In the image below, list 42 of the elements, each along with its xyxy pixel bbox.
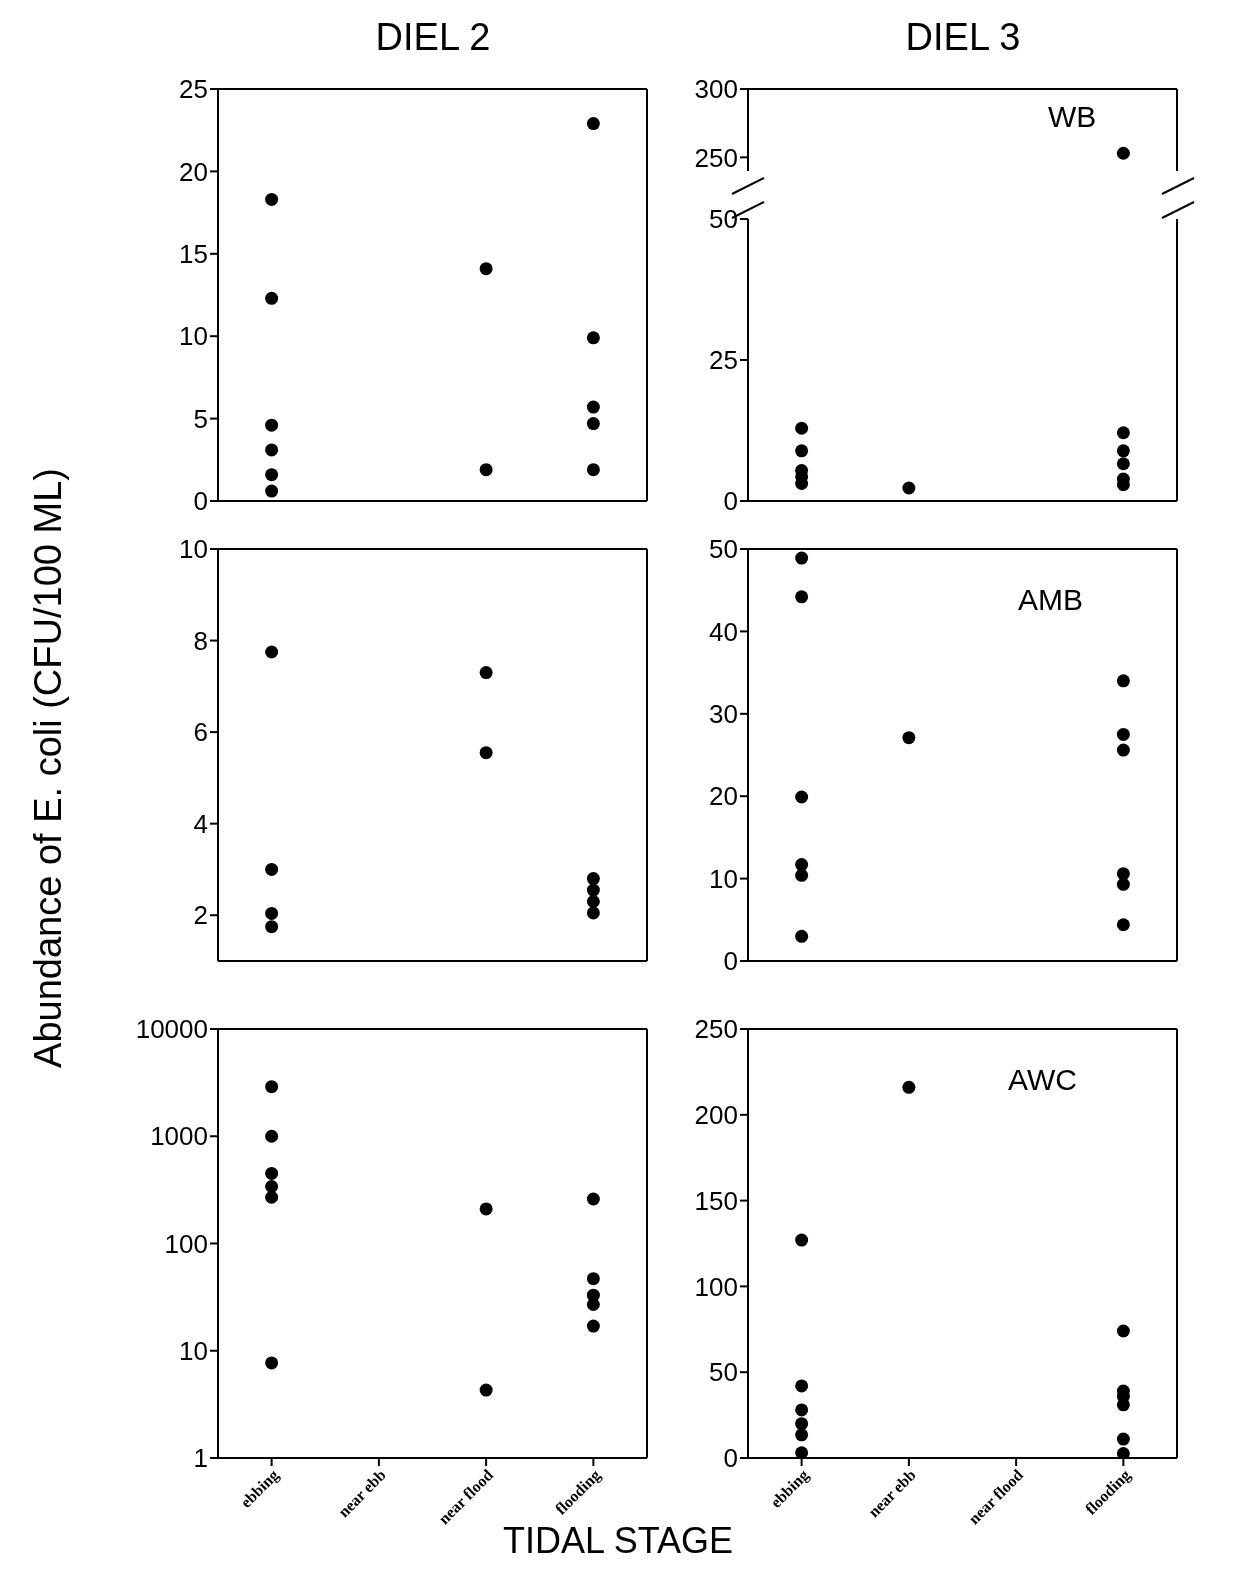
- y-tick-label: 1: [193, 1443, 208, 1474]
- y-tick-label: 25: [179, 74, 208, 105]
- y-tick-label: 30: [709, 699, 738, 730]
- y-tick-label: 4: [193, 808, 208, 839]
- y-tick-label: 250: [694, 142, 738, 173]
- y-tick-label: 2: [193, 900, 208, 931]
- y-tick-label: 25: [709, 345, 738, 376]
- annotation: AWC: [1008, 1063, 1077, 1097]
- y-tick-label: 100: [694, 1271, 738, 1302]
- y-tick-label: 1000: [150, 1121, 208, 1152]
- annotation: AMB: [1018, 583, 1084, 617]
- x-tick-label: near ebb: [334, 1466, 390, 1521]
- y-tick-label: 0: [193, 486, 208, 517]
- x-axis-title: TIDAL STAGE: [502, 1520, 734, 1561]
- y-axis-title: Abundance of E. coli (CFU/100 ML): [26, 468, 70, 1068]
- y-tick-label: 0: [723, 1443, 738, 1474]
- y-tick-label: 0: [723, 486, 738, 517]
- y-tick-label: 20: [179, 156, 208, 187]
- y-tick-label: 0: [723, 946, 738, 977]
- y-tick-label: 15: [179, 239, 208, 270]
- chart-title: DIEL 2: [374, 16, 492, 59]
- y-tick-label: 100: [164, 1228, 208, 1259]
- y-tick-label: 50: [709, 534, 738, 565]
- y-tick-label: 250: [694, 1014, 738, 1045]
- y-tick-label: 150: [694, 1185, 738, 1216]
- x-tick-label: near ebb: [864, 1466, 920, 1521]
- y-tick-label: 5: [193, 403, 208, 434]
- y-tick-label: 50: [709, 204, 738, 235]
- y-tick-label: 200: [694, 1100, 738, 1131]
- y-tick-label: 40: [709, 616, 738, 647]
- y-tick-label: 10: [709, 863, 738, 894]
- y-tick-label: 300: [694, 74, 738, 105]
- y-tick-label: 20: [709, 781, 738, 812]
- y-tick-label: 10: [179, 321, 208, 352]
- y-tick-label: 10: [179, 1335, 208, 1366]
- y-tick-label: 6: [193, 717, 208, 748]
- chart-title: DIEL 3: [904, 16, 1022, 59]
- y-tick-label: 8: [193, 625, 208, 656]
- y-tick-label: 50: [709, 1357, 738, 1388]
- y-tick-label: 10: [179, 534, 208, 565]
- annotation: WB: [1048, 100, 1097, 134]
- y-tick-label: 10000: [135, 1014, 208, 1045]
